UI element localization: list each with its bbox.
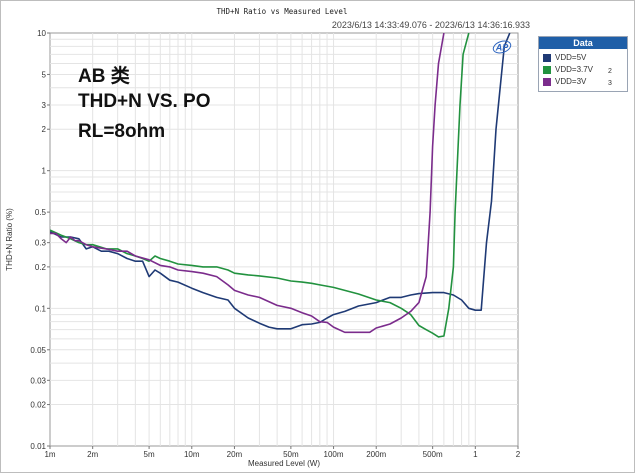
legend-swatch	[543, 78, 551, 86]
ap-logo-icon: AP	[492, 40, 512, 54]
y-tick-label: 0.03	[30, 376, 46, 385]
series-line-1	[50, 33, 511, 330]
legend-label: VDD=3.7V	[555, 65, 594, 74]
x-tick-label: 50m	[283, 450, 299, 459]
legend-item-vdd-5v[interactable]: VDD=5V	[539, 52, 627, 64]
y-tick-label: 0.05	[30, 346, 46, 355]
y-tick-label: 0.3	[35, 239, 47, 248]
y-tick-label: 0.01	[30, 442, 46, 451]
annotation-class: AB 类	[78, 66, 130, 87]
y-tick-label: 0.2	[35, 263, 47, 272]
x-tick-label: 2m	[87, 450, 98, 459]
y-tick-label: 5	[42, 70, 47, 79]
y-tick-label: 0.1	[35, 304, 47, 313]
y-tick-label: 3	[42, 101, 47, 110]
legend-item-vdd-3v[interactable]: VDD=3V 3	[539, 76, 627, 88]
x-tick-label: 500m	[423, 450, 443, 459]
x-tick-label: 200m	[366, 450, 386, 459]
x-tick-label: 5m	[144, 450, 155, 459]
y-tick-label: 0.02	[30, 401, 46, 410]
x-tick-label: 2	[516, 450, 521, 459]
x-tick-label: 20m	[227, 450, 243, 459]
plot-area	[49, 32, 519, 447]
x-tick-label: 10m	[184, 450, 200, 459]
x-axis-label: Measured Level (W)	[248, 459, 320, 468]
y-axis-label: THD+N Ratio (%)	[5, 208, 14, 271]
legend-swatch	[543, 66, 551, 74]
x-tick-label: 1m	[44, 450, 55, 459]
legend-swatch	[543, 54, 551, 62]
axis-tick-labels: 1m 2m 5m 10m 20m 50m 100m 200m 500m 1 2 10 5 3 2 1 0.5 0.…	[30, 29, 520, 459]
legend-label: VDD=3V	[555, 77, 587, 86]
legend-number: 3	[608, 80, 612, 87]
legend-title: Data	[539, 37, 627, 49]
ap-logo-text: AP	[495, 43, 509, 53]
annotation-thd-vs-po: THD+N VS. PO	[78, 91, 211, 112]
y-tick-label: 10	[37, 29, 46, 38]
legend-label: VDD=5V	[555, 53, 587, 62]
y-tick-label: 0.5	[35, 208, 47, 217]
series-lines	[50, 33, 511, 338]
legend[interactable]: Data VDD=5V VDD=3.7V 2 VDD=3V 3	[538, 36, 628, 92]
x-tick-label: 1	[473, 450, 478, 459]
chart-subtitle: 2023/6/13 14:33:49.076 - 2023/6/13 14:36…	[332, 20, 530, 30]
y-tick-label: 2	[42, 125, 47, 134]
series-line-3	[50, 33, 445, 334]
chart-title: THD+N Ratio vs Measured Level	[217, 7, 348, 16]
annotation-load: RL=8ohm	[78, 121, 166, 142]
legend-number: 2	[608, 68, 612, 75]
legend-item-vdd-3-7v[interactable]: VDD=3.7V 2	[539, 64, 627, 76]
y-tick-label: 1	[42, 167, 47, 176]
x-tick-label: 100m	[324, 450, 344, 459]
